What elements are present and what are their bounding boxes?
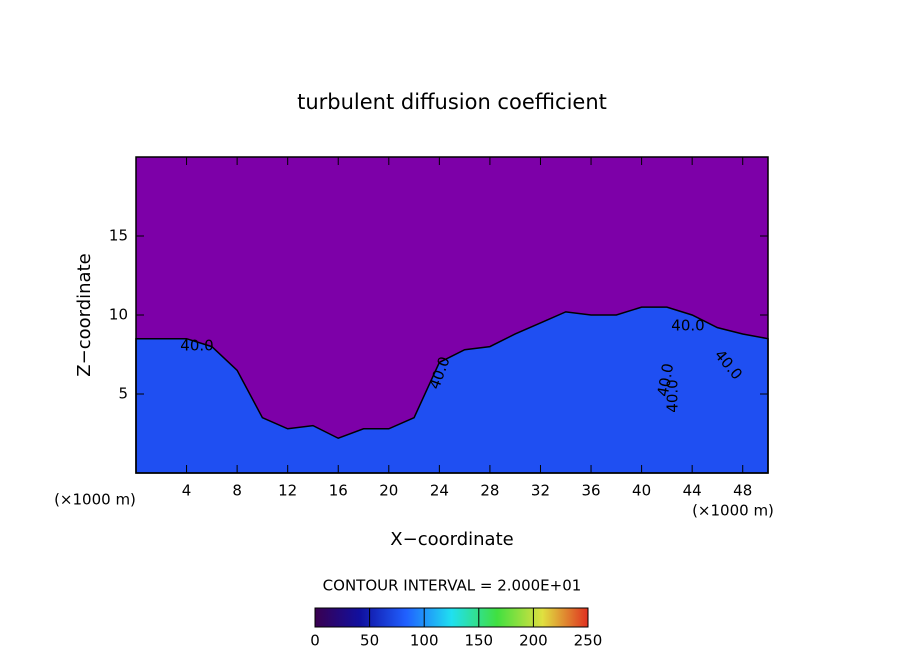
y-tick-label: 15 [109,227,128,245]
x-tick-label: 4 [182,482,192,500]
colorbar [314,607,589,628]
colorbar-tick-label: 250 [574,632,603,650]
x-tick-label: 8 [232,482,242,500]
turbulent-area [135,306,769,474]
x-tick-label: 12 [278,482,297,500]
x-axis-label: X−coordinate [390,529,513,550]
x-tick-label: 20 [379,482,398,500]
contour-interval: CONTOUR INTERVAL = 2.000E+01 [323,577,582,595]
y-tick-label: 5 [118,385,128,403]
y-axis-label: Z−coordinate [74,253,95,376]
x-tick-label: 44 [683,482,702,500]
x-tick-label: 16 [329,482,348,500]
colorbar-tick-label: 200 [519,632,548,650]
x-tick-label: 32 [531,482,550,500]
x-tick-label: 48 [733,482,752,500]
contour-label: 40.0 [671,317,704,335]
x-unit-label: (×1000 m) [692,502,774,520]
colorbar-tick-label: 150 [464,632,493,650]
contour-label: 40.0 [664,379,682,412]
colorbar-tick-label: 0 [310,632,320,650]
chart-title: turbulent diffusion coefficient [297,90,607,114]
colorbar-tick-label: 100 [410,632,439,650]
contour-label: 40.0 [654,362,678,398]
x-tick-label: 36 [581,482,600,500]
x-tick-label: 28 [480,482,499,500]
contour-label: 40.0 [180,337,213,355]
x-tick-label: 40 [632,482,651,500]
x-tick-label: 24 [430,482,449,500]
y-unit-label: (×1000 m) [54,491,136,509]
y-tick-label: 10 [109,306,128,324]
colorbar-tick-label: 50 [360,632,379,650]
